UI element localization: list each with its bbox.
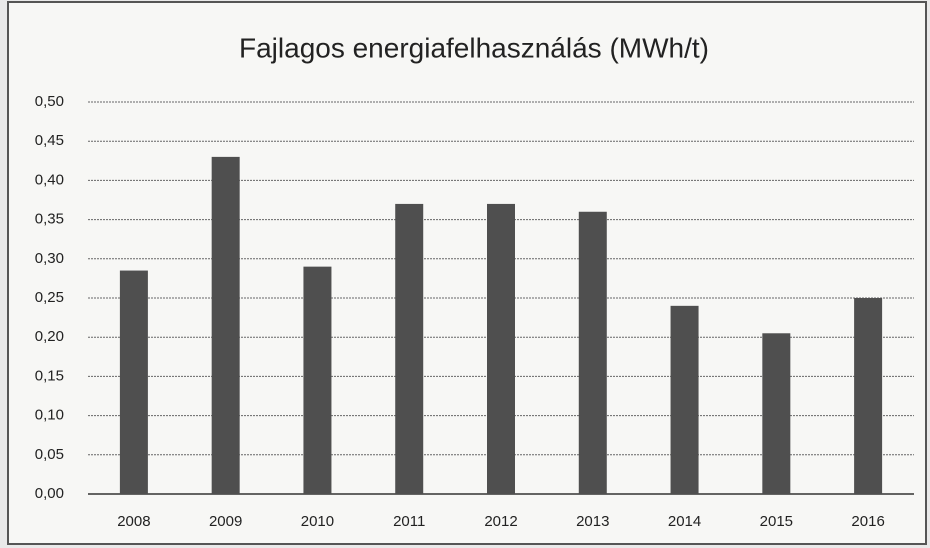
bar (395, 203, 424, 495)
x-tick-label: 2012 (484, 513, 517, 530)
bar (211, 156, 240, 494)
x-tick-label: 2015 (760, 513, 793, 530)
y-tick-label: 0,15 (35, 367, 64, 384)
x-tick-label: 2008 (117, 513, 150, 530)
bar (119, 270, 148, 494)
x-tick-label: 2013 (576, 513, 609, 530)
x-tick-label: 2016 (851, 513, 884, 530)
y-tick-label: 0,20 (35, 328, 64, 345)
y-tick-label: 0,05 (35, 446, 64, 463)
y-tick-label: 0,50 (35, 93, 64, 110)
y-tick-label: 0,35 (35, 211, 64, 228)
y-tick-label: 0,30 (35, 250, 64, 267)
x-tick-label: 2014 (668, 513, 701, 530)
x-tick-label: 2009 (209, 513, 242, 530)
bar (670, 305, 699, 494)
chart-title: Fajlagos energiafelhasználás (MWh/t) (239, 32, 709, 63)
bar (854, 298, 883, 494)
bar (578, 211, 607, 494)
x-tick-label: 2011 (393, 513, 425, 530)
y-tick-label: 0,45 (35, 132, 64, 149)
x-tick-label: 2010 (301, 513, 334, 530)
y-tick-label: 0,25 (35, 289, 64, 306)
bar (487, 203, 515, 495)
y-tick-label: 0,40 (35, 171, 64, 188)
y-tick-label: 0,10 (35, 407, 64, 424)
bar (762, 333, 791, 494)
bar (303, 266, 332, 494)
y-tick-label: 0,00 (35, 485, 64, 502)
